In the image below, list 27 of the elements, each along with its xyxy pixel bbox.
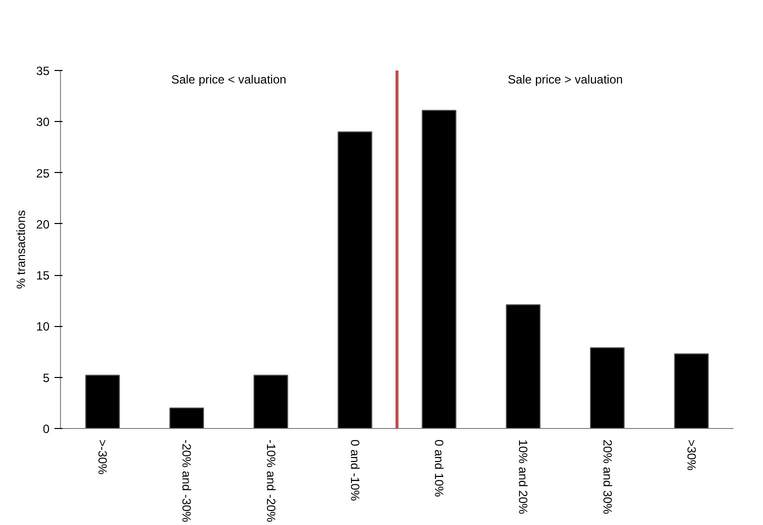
- y-tick-label: 15: [36, 268, 50, 283]
- y-axis-title: % transactions: [14, 210, 28, 289]
- x-tick-label: -10% and -20%: [264, 440, 278, 523]
- bar: [590, 347, 625, 428]
- x-tick-label: 10% and 20%: [516, 440, 530, 515]
- bar: [338, 131, 372, 428]
- annotation: Sale price > valuation: [508, 72, 623, 86]
- x-tick-label: -20% and -30%: [180, 440, 194, 523]
- y-tick-label: 35: [36, 64, 50, 78]
- x-tick-label: 0 and 10%: [432, 440, 446, 498]
- bar: [253, 374, 288, 428]
- bar: [422, 110, 456, 428]
- bar: [85, 374, 120, 428]
- bar: [506, 304, 541, 428]
- annotation: Sale price < valuation: [171, 72, 286, 86]
- y-tick-label: 0: [42, 422, 50, 436]
- x-tick-label: 0 and -10%: [348, 440, 362, 502]
- x-tick-label: >-30%: [96, 440, 110, 475]
- bar: [674, 353, 709, 428]
- x-tick-label: 20% and 30%: [600, 440, 614, 515]
- y-tick-label: 25: [36, 166, 50, 180]
- y-tick-label: 10: [36, 320, 50, 334]
- y-tick-label: 5: [42, 370, 50, 385]
- y-tick-label: 20: [36, 217, 50, 232]
- y-tick-label: 30: [36, 115, 50, 130]
- x-tick-label: >30%: [684, 440, 698, 471]
- bar: [169, 408, 204, 428]
